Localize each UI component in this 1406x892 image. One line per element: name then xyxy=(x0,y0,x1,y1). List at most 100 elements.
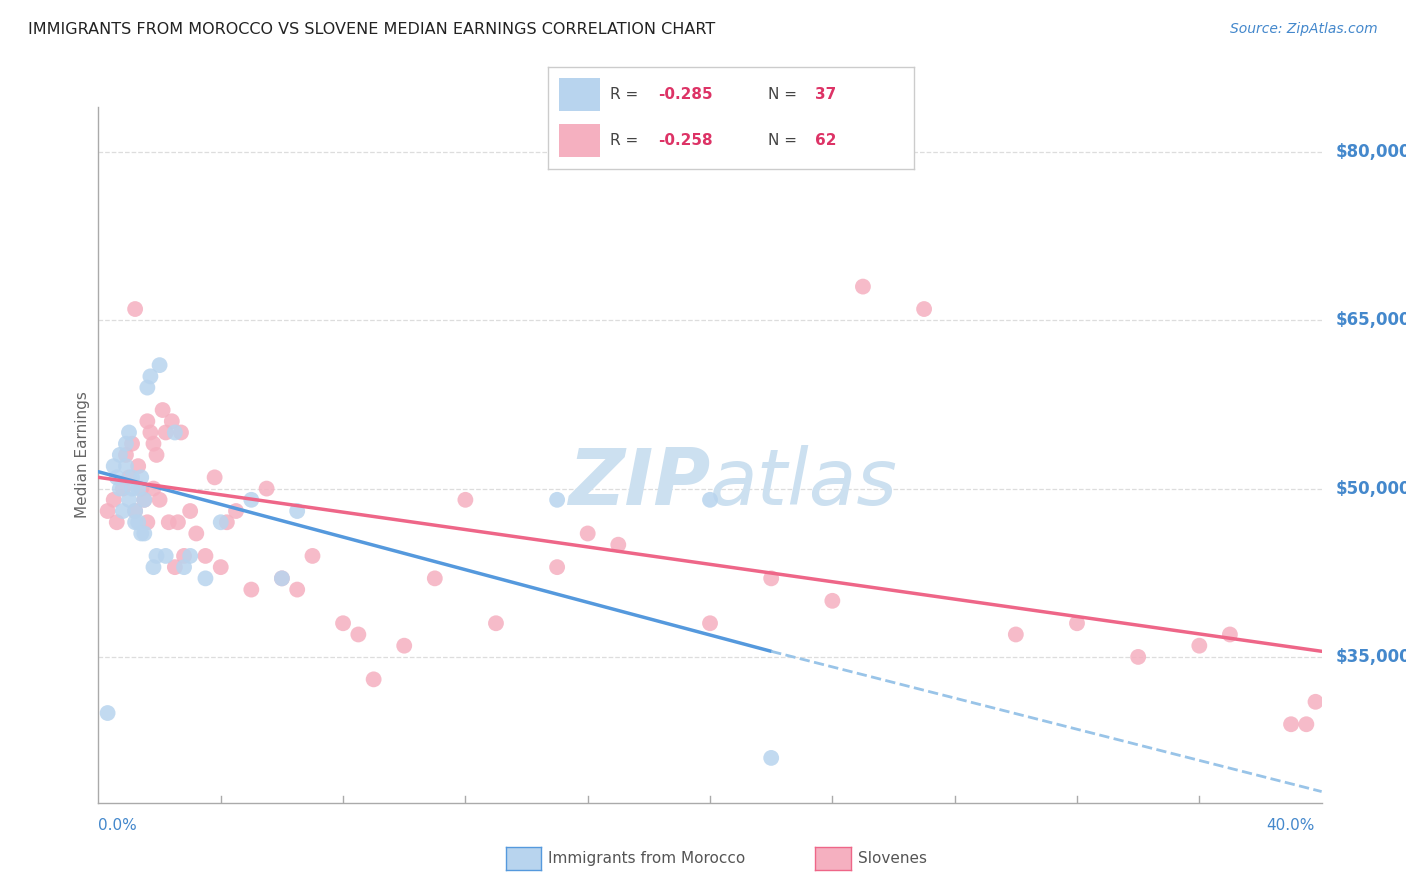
Point xyxy=(97,706,120,720)
Point xyxy=(546,560,568,574)
Point xyxy=(124,301,146,316)
Point xyxy=(127,459,149,474)
Point xyxy=(129,470,152,484)
Point xyxy=(142,436,165,450)
Y-axis label: Median Earnings: Median Earnings xyxy=(75,392,90,518)
Point xyxy=(152,403,174,417)
Text: $35,000: $35,000 xyxy=(1336,648,1406,666)
Point xyxy=(912,301,935,316)
Point xyxy=(270,571,292,585)
Text: 0.0%: 0.0% xyxy=(98,818,138,832)
Point xyxy=(108,448,131,462)
Point xyxy=(173,549,195,563)
Point xyxy=(163,560,186,574)
Point xyxy=(285,582,308,597)
Point xyxy=(127,515,149,529)
Point xyxy=(121,436,143,450)
Point xyxy=(240,582,263,597)
Point xyxy=(129,482,152,496)
Text: $50,000: $50,000 xyxy=(1336,480,1406,498)
Point xyxy=(134,492,156,507)
Text: IMMIGRANTS FROM MOROCCO VS SLOVENE MEDIAN EARNINGS CORRELATION CHART: IMMIGRANTS FROM MOROCCO VS SLOVENE MEDIA… xyxy=(28,22,716,37)
Point xyxy=(118,425,141,440)
Point xyxy=(145,448,167,462)
Point xyxy=(155,549,177,563)
Point xyxy=(111,504,134,518)
Text: $65,000: $65,000 xyxy=(1336,311,1406,329)
Point xyxy=(347,627,370,641)
Point xyxy=(105,515,128,529)
Text: 40.0%: 40.0% xyxy=(1267,818,1315,832)
Text: N =: N = xyxy=(768,87,801,102)
Point xyxy=(136,414,159,428)
Bar xyxy=(560,124,599,157)
Point xyxy=(136,381,159,395)
Text: 37: 37 xyxy=(815,87,837,102)
Point xyxy=(111,482,134,496)
Point xyxy=(759,571,782,585)
Point xyxy=(699,492,721,507)
Point xyxy=(129,526,152,541)
Point xyxy=(332,616,354,631)
Point xyxy=(108,482,131,496)
Point xyxy=(1066,616,1088,631)
Point xyxy=(240,492,263,507)
Text: R =: R = xyxy=(610,133,644,148)
Point xyxy=(139,425,162,440)
Point xyxy=(167,515,190,529)
Point xyxy=(134,492,156,507)
Point xyxy=(1004,627,1026,641)
Point xyxy=(160,414,183,428)
Point xyxy=(115,448,138,462)
Text: 62: 62 xyxy=(815,133,837,148)
Point xyxy=(1305,695,1327,709)
Point xyxy=(821,594,844,608)
Point xyxy=(145,549,167,563)
Point xyxy=(173,560,195,574)
Point xyxy=(118,470,141,484)
Point xyxy=(179,549,201,563)
Point xyxy=(136,515,159,529)
Bar xyxy=(560,78,599,111)
Point xyxy=(115,436,138,450)
Point xyxy=(155,425,177,440)
Point xyxy=(607,538,630,552)
Text: -0.285: -0.285 xyxy=(658,87,713,102)
Point xyxy=(454,492,477,507)
Point xyxy=(139,369,162,384)
Point xyxy=(105,470,128,484)
Point xyxy=(127,482,149,496)
Text: Source: ZipAtlas.com: Source: ZipAtlas.com xyxy=(1230,22,1378,37)
Point xyxy=(170,425,193,440)
Point xyxy=(852,279,875,293)
Point xyxy=(149,358,172,372)
Point xyxy=(157,515,180,529)
Text: $80,000: $80,000 xyxy=(1336,143,1406,161)
Point xyxy=(270,571,292,585)
Point xyxy=(124,504,146,518)
Point xyxy=(209,515,232,529)
Text: N =: N = xyxy=(768,133,801,148)
Point xyxy=(1188,639,1211,653)
Point xyxy=(194,549,217,563)
Point xyxy=(97,504,120,518)
Text: -0.258: -0.258 xyxy=(658,133,713,148)
Point xyxy=(215,515,238,529)
Point xyxy=(163,425,186,440)
Point xyxy=(423,571,446,585)
Text: R =: R = xyxy=(610,87,644,102)
Point xyxy=(121,470,143,484)
Text: atlas: atlas xyxy=(710,445,898,521)
Point xyxy=(179,504,201,518)
Point xyxy=(1128,649,1150,664)
Point xyxy=(225,504,247,518)
Point xyxy=(204,470,226,484)
Text: Slovenes: Slovenes xyxy=(858,851,927,866)
Point xyxy=(142,560,165,574)
Point xyxy=(546,492,568,507)
Point xyxy=(1295,717,1317,731)
Point xyxy=(149,492,172,507)
Point xyxy=(118,492,141,507)
Point xyxy=(285,504,308,518)
Point xyxy=(759,751,782,765)
